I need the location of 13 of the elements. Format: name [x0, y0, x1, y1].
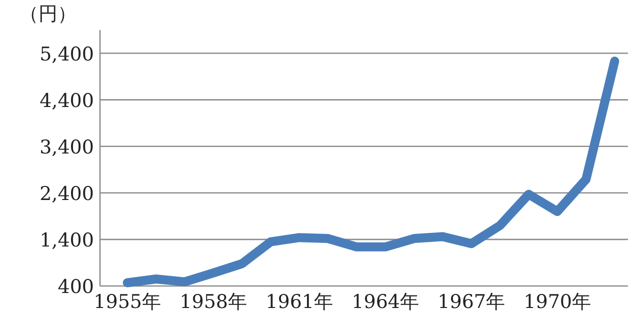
x-tick-label: 1964年	[352, 291, 420, 313]
y-tick-label: 3,400	[40, 136, 94, 158]
y-tick-label: 2,400	[40, 182, 94, 205]
x-tick-label: 1958年	[180, 291, 248, 313]
x-tick-label: 1961年	[266, 291, 334, 313]
y-tick-label: 5,400	[40, 43, 94, 66]
x-tick-label: 1967年	[438, 291, 506, 313]
y-axis-title: （円）	[20, 3, 76, 25]
x-tick-label: 1970年	[524, 291, 592, 313]
y-tick-label: 4,400	[40, 90, 94, 112]
x-tick-label: 1955年	[94, 291, 162, 313]
y-tick-label: 400	[58, 276, 94, 298]
y-tick-label: 1,400	[40, 229, 94, 252]
